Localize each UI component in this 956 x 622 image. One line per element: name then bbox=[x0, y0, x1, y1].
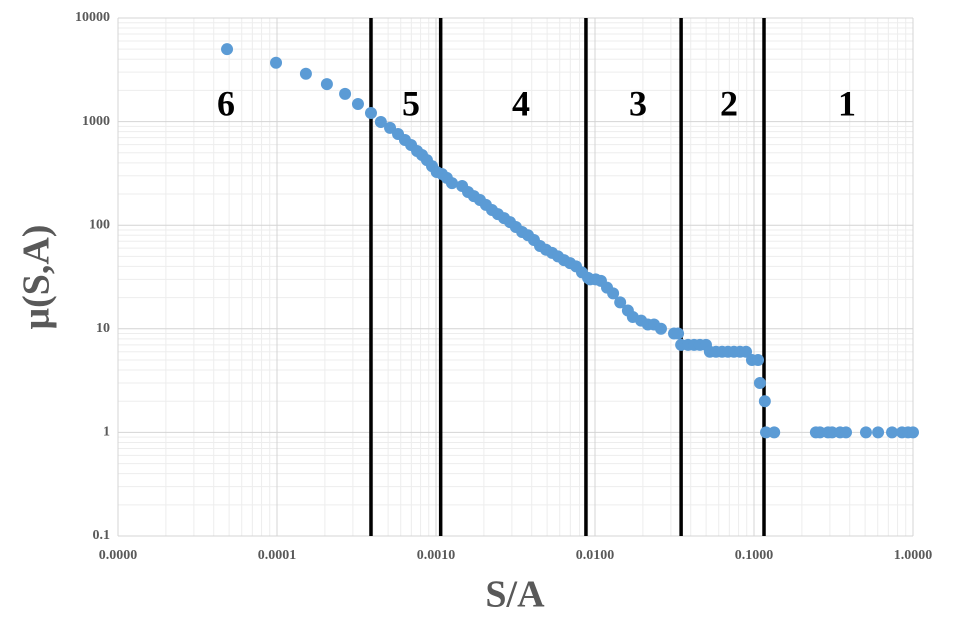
x-tick-label: 0.0100 bbox=[576, 548, 615, 563]
region-label: 4 bbox=[512, 83, 530, 123]
data-point bbox=[221, 43, 234, 56]
data-point bbox=[907, 426, 919, 439]
data-point bbox=[614, 296, 627, 309]
data-point bbox=[351, 97, 364, 110]
data-point bbox=[753, 376, 766, 389]
y-tick-label: 1 bbox=[103, 425, 110, 440]
region-label: 2 bbox=[720, 83, 738, 123]
data-point bbox=[758, 395, 771, 408]
x-tick-label: 1.0000 bbox=[894, 548, 933, 563]
region-label: 5 bbox=[402, 83, 420, 123]
data-point bbox=[752, 353, 765, 366]
x-tick-label: 0.0000 bbox=[99, 548, 138, 563]
data-point bbox=[445, 177, 458, 190]
y-tick-label: 10000 bbox=[75, 10, 110, 25]
y-tick-label: 0.1 bbox=[93, 528, 111, 543]
x-tick-label: 0.1000 bbox=[735, 548, 774, 563]
data-point bbox=[654, 322, 667, 335]
data-point bbox=[768, 426, 781, 439]
data-point bbox=[607, 287, 620, 300]
y-tick-label: 100 bbox=[89, 217, 110, 232]
x-tick-label: 0.0010 bbox=[417, 548, 456, 563]
data-point bbox=[320, 78, 333, 91]
data-point bbox=[270, 56, 283, 69]
region-label: 1 bbox=[838, 83, 856, 123]
region-label: 3 bbox=[629, 83, 647, 123]
data-point bbox=[374, 116, 387, 129]
data-point bbox=[760, 426, 773, 439]
data-point bbox=[840, 426, 853, 439]
x-tick-label: 0.0001 bbox=[258, 548, 297, 563]
data-point bbox=[299, 67, 312, 80]
data-point bbox=[364, 107, 377, 120]
region-label: 6 bbox=[217, 83, 235, 123]
data-point bbox=[672, 327, 685, 340]
data-point bbox=[872, 426, 885, 439]
y-tick-label: 1000 bbox=[82, 114, 110, 129]
data-point bbox=[886, 426, 899, 439]
data-point bbox=[859, 426, 872, 439]
y-tick-label: 10 bbox=[96, 321, 110, 336]
x-axis-title: S/A bbox=[485, 574, 545, 616]
y-axis-title: μ(S,A) bbox=[16, 225, 58, 330]
data-point bbox=[339, 87, 352, 100]
